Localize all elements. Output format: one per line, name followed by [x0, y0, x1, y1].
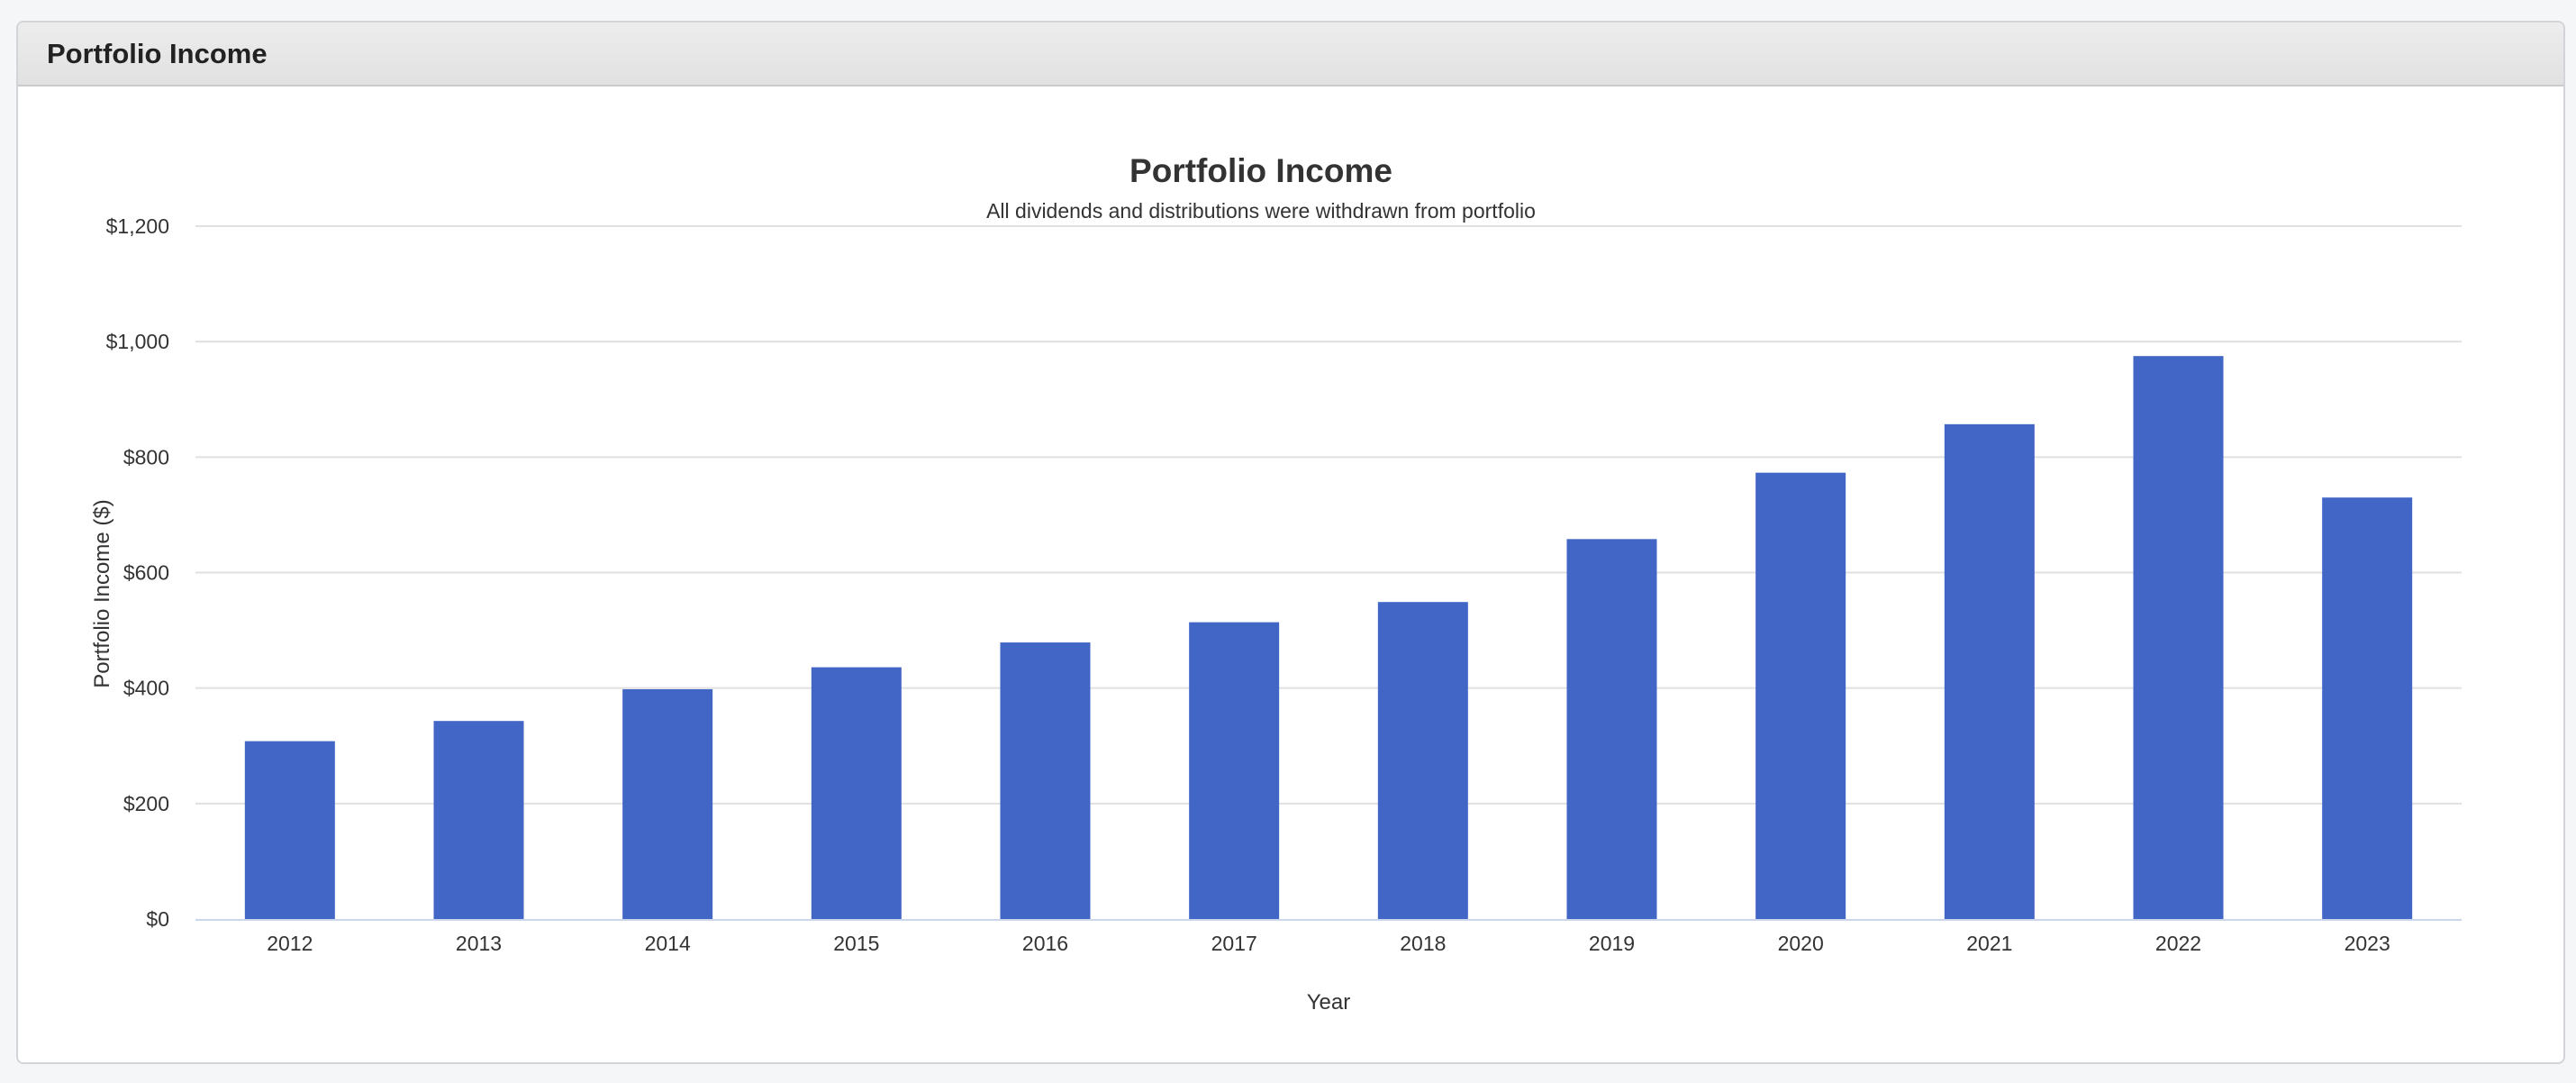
x-axis-ticks: 2012 2013 2014 2015 2016 2017 2018 2019 2020 2021… [267, 932, 2390, 955]
gridlines [195, 225, 2462, 805]
chart-title: Portfolio Income [1129, 152, 1392, 189]
x-tick-label: 2018 [1400, 932, 1446, 955]
bar-2021[interactable] [1944, 423, 2035, 919]
x-tick-label: 2020 [1778, 932, 1824, 955]
bar-2012[interactable] [244, 741, 335, 919]
x-tick-label: 2014 [645, 932, 691, 955]
x-tick-label: 2017 [1211, 932, 1257, 955]
x-tick-label: 2012 [267, 932, 313, 955]
x-tick-label: 2019 [1589, 932, 1635, 955]
x-tick-label: 2013 [456, 932, 502, 955]
y-axis-ticks: $0 $200 $400 $600 $800 $1,000 $1,200 [106, 214, 169, 931]
bar-2023[interactable] [2322, 497, 2413, 919]
panel-header: Portfolio Income [18, 23, 2563, 86]
bar-2017[interactable] [1189, 622, 1280, 919]
y-tick-label: $200 [123, 792, 169, 815]
y-tick-label: $1,000 [106, 330, 169, 353]
x-axis-label: Year [1307, 990, 1351, 1015]
bar-2016[interactable] [1000, 642, 1091, 919]
chart-area: Portfolio Income All dividends and distr… [18, 86, 2563, 1062]
bar-2020[interactable] [1755, 472, 1846, 919]
bar-2013[interactable] [433, 721, 524, 919]
panel-title: Portfolio Income [47, 37, 268, 69]
y-tick-label: $400 [123, 677, 169, 700]
bar-2018[interactable] [1377, 602, 1468, 919]
chart-subtitle: All dividends and distributions were wit… [986, 199, 1536, 223]
x-tick-label: 2022 [2155, 932, 2201, 955]
y-tick-label: $1,200 [106, 214, 169, 238]
bars [244, 356, 2413, 919]
x-tick-label: 2015 [833, 932, 879, 955]
bar-2022[interactable] [2133, 356, 2224, 919]
x-tick-label: 2023 [2345, 932, 2390, 955]
y-tick-label: $600 [123, 561, 169, 585]
y-axis-label: Portfolio Income ($) [90, 499, 114, 687]
x-tick-label: 2021 [1966, 932, 2012, 955]
y-tick-label: $800 [123, 445, 169, 469]
portfolio-income-chart: Portfolio Income All dividends and distr… [90, 152, 2462, 1015]
x-tick-label: 2016 [1022, 932, 1068, 955]
bar-2019[interactable] [1566, 539, 1657, 919]
bar-2014[interactable] [622, 688, 713, 919]
bar-2015[interactable] [811, 667, 902, 919]
portfolio-income-panel: Portfolio Income Portfolio Income All di… [16, 21, 2565, 1064]
y-tick-label: $0 [146, 907, 169, 931]
